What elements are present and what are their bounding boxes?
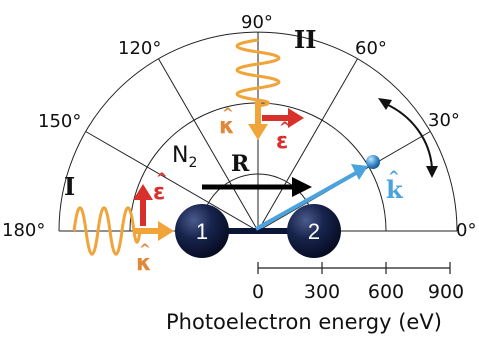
atom-two	[287, 204, 341, 258]
rotation-arrowhead-bottom	[426, 166, 438, 178]
polarization-one-hat: ^	[156, 171, 168, 187]
energy-tick-label-0: 0	[252, 281, 264, 303]
config-two-label: II	[294, 25, 316, 54]
electron-wavevector-hat: ^	[388, 169, 400, 185]
propagation-one-arrowhead	[158, 221, 174, 241]
ray-120	[158, 58, 259, 232]
photon-one	[72, 184, 174, 256]
bond-vector-arrowhead	[292, 177, 312, 197]
energy-axis-title: Photoelectron energy (eV)	[166, 310, 442, 334]
propagation-two-label: κ	[219, 114, 235, 139]
angle-120-label: 120°	[118, 38, 161, 59]
polarization-two-hat: ^	[279, 120, 291, 136]
ray-150	[85, 131, 259, 232]
angle-0-label: 0°	[456, 220, 476, 241]
bond-vector-label: R	[231, 151, 250, 177]
photon-two	[235, 38, 304, 140]
atom-one	[175, 204, 229, 258]
propagation-two-hat: ^	[222, 106, 234, 122]
angle-180-label: 180°	[2, 220, 45, 241]
polarization-one-label: ε	[153, 180, 165, 205]
angle-90-label: 90°	[241, 12, 273, 33]
polarization-two-arrowhead	[288, 108, 304, 128]
atom-two-label: 2	[308, 219, 320, 244]
config-one-label: I	[64, 172, 75, 201]
angle-150-label: 150°	[38, 111, 81, 132]
atom-one-label: 1	[196, 219, 208, 244]
electron-wavevector-shaft	[255, 171, 357, 231]
rotation-arrowhead-top	[378, 98, 392, 110]
propagation-one-hat: ^	[139, 242, 151, 258]
electron-wavevector-arrowhead	[351, 164, 368, 180]
energy-tick-label-600: 600	[368, 281, 404, 303]
energy-tick-label-900: 900	[428, 281, 464, 303]
angle-60-label: 60°	[355, 38, 387, 59]
energy-scale	[257, 262, 451, 274]
energy-tick-label-300: 300	[304, 281, 340, 303]
polarization-two-label: ε	[276, 129, 288, 154]
photon-one-wave	[72, 206, 142, 256]
angle-30-label: 30°	[428, 110, 460, 131]
ray-60	[257, 58, 358, 232]
rotation-arc	[385, 103, 433, 169]
polarization-one-arrowhead	[133, 184, 153, 200]
molecule-label: N2	[172, 143, 197, 171]
photoelectron	[366, 155, 380, 169]
electron-wavevector-label: k	[386, 175, 404, 204]
propagation-two-arrowhead	[248, 124, 268, 140]
propagation-one-label: κ	[136, 251, 152, 276]
